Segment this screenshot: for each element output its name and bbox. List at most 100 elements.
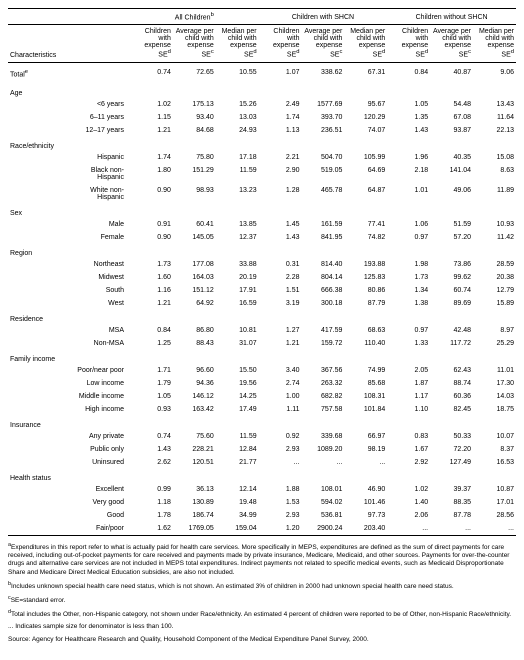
cell: 11.64 [473, 111, 516, 124]
footnote-dots: ... Indicates sample size for denominato… [8, 623, 516, 631]
cell: 64.87 [344, 184, 387, 204]
cell: 77.41 [344, 218, 387, 231]
cell: 15.08 [473, 151, 516, 164]
row-label: South [68, 284, 130, 297]
cell: 465.78 [302, 184, 345, 204]
cell: 161.59 [302, 218, 345, 231]
cell: 536.81 [302, 509, 345, 522]
cell: 15.50 [216, 364, 259, 377]
cell: 60.74 [430, 284, 473, 297]
cell: 1.05 [387, 98, 430, 111]
cell: 1.74 [259, 111, 302, 124]
cell: 1.25 [130, 337, 173, 350]
group-header-noshcn: Children without SHCN [387, 9, 516, 25]
cell: 0.91 [130, 218, 173, 231]
cell: 16.59 [216, 297, 259, 310]
cell: 1089.20 [302, 443, 345, 456]
cell: 1.21 [130, 297, 173, 310]
table-row: Public only1.43228.2112.842.931089.2098.… [8, 443, 516, 456]
cell: 1.45 [259, 218, 302, 231]
cell: 11.89 [473, 184, 516, 204]
cell: 1.88 [259, 483, 302, 496]
cell: 8.63 [473, 164, 516, 184]
row-label: Male [68, 218, 130, 231]
cell: 13.43 [473, 98, 516, 111]
cell: 117.72 [430, 337, 473, 350]
cell: 11.59 [216, 430, 259, 443]
table-row: Excellent0.9936.1312.141.88108.0146.901.… [8, 483, 516, 496]
cell: 87.78 [430, 509, 473, 522]
cell: 1.38 [387, 297, 430, 310]
row-label: White non-Hispanic [68, 184, 130, 204]
cell: 2.92 [387, 456, 430, 469]
cell: 13.23 [216, 184, 259, 204]
cell: 73.86 [430, 258, 473, 271]
cell: 62.43 [430, 364, 473, 377]
cell: 1.35 [387, 111, 430, 124]
cell: 0.93 [130, 403, 173, 416]
cell: 300.18 [302, 297, 345, 310]
cell: 236.51 [302, 124, 345, 137]
cell: 11.01 [473, 364, 516, 377]
cell: 0.90 [130, 184, 173, 204]
cell: 64.69 [344, 164, 387, 184]
cell: 1.51 [259, 284, 302, 297]
row-label: Low income [68, 377, 130, 390]
table-row: White non-Hispanic0.9098.9313.231.28465.… [8, 184, 516, 204]
row-label: Very good [68, 496, 130, 509]
cell: 1.43 [259, 231, 302, 244]
cell: 17.91 [216, 284, 259, 297]
cell: 86.80 [173, 324, 216, 337]
table-row: 6–11 years1.1593.4013.031.74393.70120.29… [8, 111, 516, 124]
cell: 20.38 [473, 271, 516, 284]
footnote-a: aExpenditures in this report refer to wh… [8, 542, 516, 577]
footnotes: aExpenditures in this report refer to wh… [8, 542, 516, 644]
cell: 125.83 [344, 271, 387, 284]
cell: 25.29 [473, 337, 516, 350]
cell: 94.36 [173, 377, 216, 390]
table-row: Midwest1.60164.0320.192.28804.14125.831.… [8, 271, 516, 284]
cell: 228.21 [173, 443, 216, 456]
cell: 72.20 [430, 443, 473, 456]
row-label: MSA [68, 324, 130, 337]
cell: 17.18 [216, 151, 259, 164]
cell: 3.40 [259, 364, 302, 377]
col-9: Median per child with expense SEd [473, 25, 516, 62]
cell: 10.93 [473, 218, 516, 231]
cell: 504.70 [302, 151, 345, 164]
cell: 1769.05 [173, 522, 216, 536]
cell: 14.25 [216, 390, 259, 403]
table-row: <6 years1.02175.1315.262.491577.6995.671… [8, 98, 516, 111]
row-label: Non-MSA [68, 337, 130, 350]
cell: 417.59 [302, 324, 345, 337]
cell: 36.13 [173, 483, 216, 496]
cell: 8.37 [473, 443, 516, 456]
cell: 0.83 [387, 430, 430, 443]
cell: 2.21 [259, 151, 302, 164]
cell: 33.88 [216, 258, 259, 271]
row-label: Midwest [68, 271, 130, 284]
cell: 96.60 [173, 364, 216, 377]
col-1: Children with expense SEd [130, 25, 173, 62]
cell: 164.03 [173, 271, 216, 284]
cell: 84.68 [173, 124, 216, 137]
cell: 0.84 [387, 62, 430, 84]
group-label: Residence [8, 310, 516, 324]
cell: 66.97 [344, 430, 387, 443]
cell: 98.19 [344, 443, 387, 456]
cell: 87.79 [344, 297, 387, 310]
cell: 1.87 [387, 377, 430, 390]
cell: 31.07 [216, 337, 259, 350]
col-7: Children with expense SEd [387, 25, 430, 62]
cell: 85.68 [344, 377, 387, 390]
cell: 193.88 [344, 258, 387, 271]
group-label: Race/ethnicity [8, 137, 516, 151]
cell: 141.04 [430, 164, 473, 184]
cell: 17.30 [473, 377, 516, 390]
cell: 11.42 [473, 231, 516, 244]
cell: 2.62 [130, 456, 173, 469]
cell: 339.68 [302, 430, 345, 443]
table-row: Male0.9160.4113.851.45161.5977.411.0651.… [8, 218, 516, 231]
group-label: Insurance [8, 416, 516, 430]
cell: 12.14 [216, 483, 259, 496]
